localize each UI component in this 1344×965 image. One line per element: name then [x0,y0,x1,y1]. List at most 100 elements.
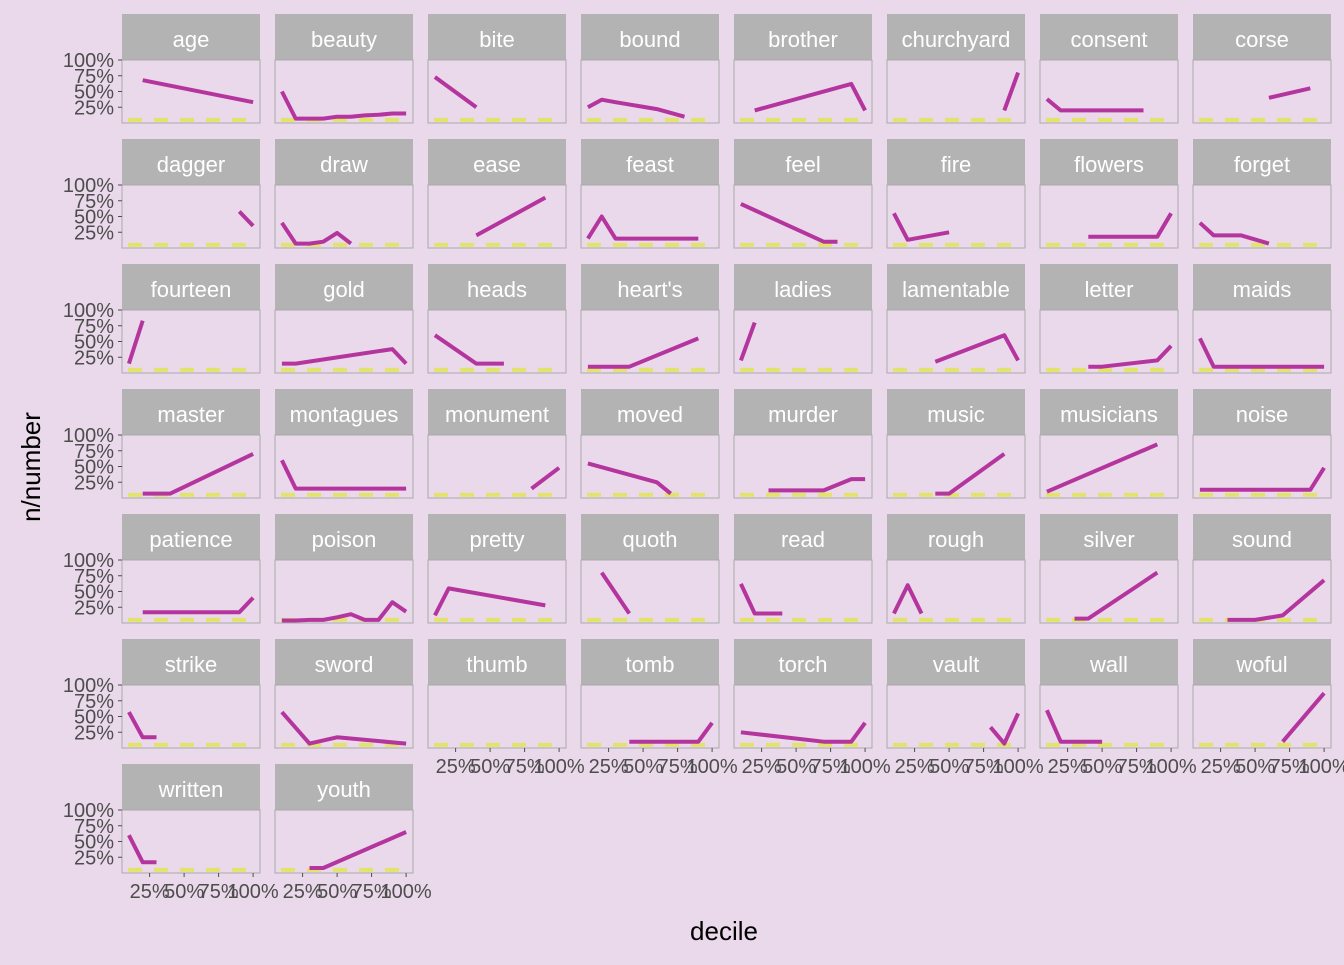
facet-strip-background [122,139,260,185]
y-tick-label: 75% [74,191,114,213]
facet-strip-background [734,139,872,185]
x-tick-label: 50% [929,756,969,778]
panel-background [1192,59,1332,124]
facet-strip-background [275,139,413,185]
y-tick-label: 50% [74,207,114,229]
facet-strip-background [734,639,872,685]
panel-background [1039,684,1179,749]
facet-strip-background [887,264,1025,310]
x-tick-label: 75% [1270,756,1310,778]
series-line [237,210,255,228]
series-line [739,583,783,616]
facet-label: silver [1083,527,1134,552]
facet-panel [1039,184,1179,249]
facet-strip-background [887,514,1025,560]
facet-label: bite [479,27,514,52]
facet-panel [121,59,261,124]
panel-background [733,309,873,374]
series-line [530,466,561,491]
facet-strip: maids [1193,264,1331,310]
y-tick-label: 100% [63,50,114,72]
facet-panel [733,559,873,624]
facet-label: corse [1235,27,1289,52]
facet-strips: age beauty bite bound brother churchyard conse… [122,14,1331,810]
facet-panel [1039,309,1179,374]
facet-panel [121,559,261,624]
y-tick-label: 75% [74,691,114,713]
facet-panel [121,184,261,249]
facet-strip: rough [887,514,1025,560]
facet-label: brother [768,27,838,52]
facet-label: lamentable [902,277,1010,302]
panel-background [121,309,261,374]
series-line [280,710,407,746]
facet-strip: moved [581,389,719,435]
y-tick-label: 100% [63,675,114,697]
facet-panel [121,809,261,874]
series-line [1198,221,1270,246]
facet-strip-background [734,264,872,310]
series-line [281,347,408,366]
facet-strip: quoth [581,514,719,560]
facet-panel [886,559,1026,624]
x-tick-label: 25% [742,756,782,778]
x-tick-label: 100% [381,881,432,903]
facet-panel [886,434,1026,499]
panel-background [427,559,567,624]
facet-panel [121,309,261,374]
y-tick-label: 75% [74,566,114,588]
y-tick-label: 25% [74,847,114,869]
facet-strip-background [428,514,566,560]
y-tick-label: 50% [74,582,114,604]
facet-strip-background [887,139,1025,185]
facet-label: tomb [626,652,675,677]
y-tick-label: 50% [74,707,114,729]
facet-panel [886,309,1026,374]
panel-background [886,684,1026,749]
facet-strip: pretty [428,514,566,560]
facet-strip-background [1193,264,1331,310]
facet-panel [1039,59,1179,124]
facet-strip-background [581,514,719,560]
x-tick-label: 100% [840,756,891,778]
facet-label: letter [1085,277,1134,302]
facet-strip: consent [1040,14,1178,60]
series-line [126,320,145,365]
facet-label: noise [1236,402,1289,427]
series-line [754,81,867,113]
series-line [309,830,407,870]
facet-strip: ease [428,139,566,185]
panel-background [1192,434,1332,499]
series-line [142,596,255,615]
facet-strip: written [122,764,260,810]
facet-strip-background [428,14,566,60]
facet-panel [886,684,1026,749]
y-tick-label: 100% [63,550,114,572]
facet-strip-background [581,264,719,310]
y-tick-label: 100% [63,425,114,447]
facet-panel [427,434,567,499]
facet-strip-background [428,264,566,310]
facet-strip-background [581,139,719,185]
panel-background [733,184,873,249]
facet-panel [1192,59,1332,124]
facet-strip-background [275,264,413,310]
x-tick-label: 100% [534,756,585,778]
facet-panel [427,684,567,749]
series-line [1045,709,1103,744]
facet-label: strike [165,652,218,677]
facet-panel [274,809,414,874]
series-line [280,221,353,246]
facet-panel [580,559,720,624]
series-line [892,583,924,615]
facet-strip-background [734,514,872,560]
facet-panel [427,184,567,249]
panel-background [1192,309,1332,374]
x-tick-label: 25% [589,756,629,778]
facet-strip: beauty [275,14,413,60]
facet-strip: torch [734,639,872,685]
panel-background [733,434,873,499]
series-line [739,321,757,362]
facet-strip: feel [734,139,872,185]
